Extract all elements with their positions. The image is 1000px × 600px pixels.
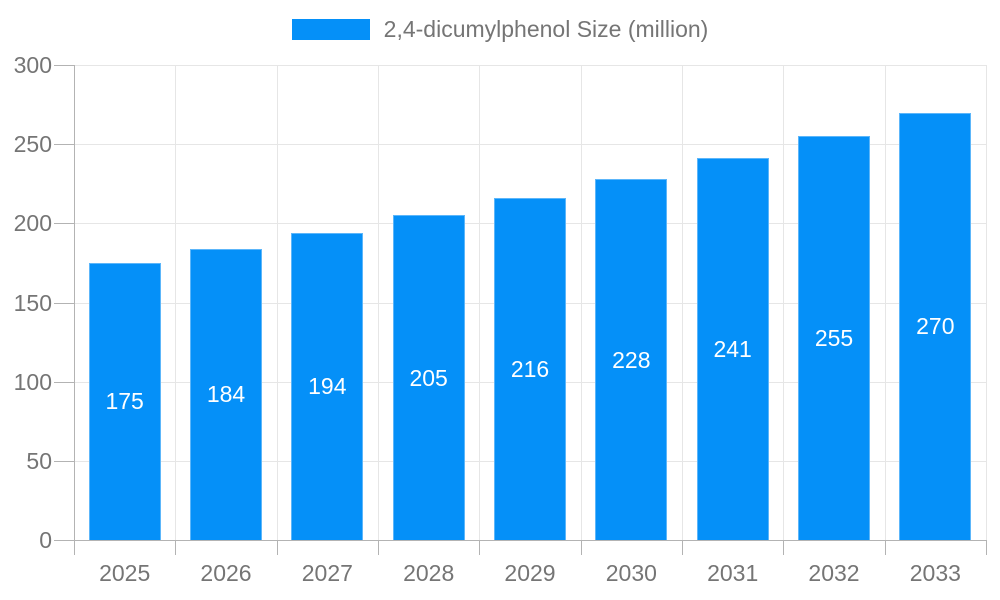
y-tick-label: 250: [13, 131, 52, 158]
bar[interactable]: 184: [190, 248, 262, 540]
x-tick-label: 2025: [99, 560, 151, 586]
gridline-vertical: [378, 65, 379, 540]
x-axis-tick: [580, 540, 582, 555]
y-tick-label: 200: [13, 210, 52, 237]
bar[interactable]: 270: [899, 112, 972, 540]
y-tick-label: 150: [13, 289, 52, 316]
y-axis-tick: [54, 223, 74, 225]
y-axis-tick: [54, 381, 74, 383]
gridline-vertical: [682, 65, 683, 540]
y-axis-tick: [54, 144, 74, 146]
bar-value-label: 194: [308, 373, 347, 400]
bar[interactable]: 194: [291, 232, 364, 540]
legend-label: 2,4-dicumylphenol Size (million): [383, 16, 709, 42]
bar-value-label: 216: [510, 356, 550, 382]
y-tick-label: 0: [39, 527, 52, 553]
bar[interactable]: 216: [494, 198, 566, 540]
bar[interactable]: 228: [595, 179, 668, 540]
gridline-vertical: [276, 65, 278, 540]
y-axis-tick: [54, 460, 74, 462]
y-axis-tick: [54, 302, 74, 304]
x-axis-tick: [986, 540, 987, 555]
gridline-vertical: [986, 65, 987, 540]
bar-value-label: 184: [206, 381, 246, 408]
bar-value-label: 175: [105, 388, 144, 415]
y-tick-label: 50: [26, 447, 52, 474]
bar-value-label: 255: [814, 325, 854, 352]
x-axis-tick: [884, 540, 886, 555]
y-axis-line: [74, 65, 75, 555]
bar-value-label: 205: [409, 364, 448, 391]
x-axis-tick: [479, 540, 481, 555]
x-axis-tick: [783, 540, 785, 555]
bar[interactable]: 255: [798, 136, 870, 540]
gridline-vertical: [580, 65, 582, 540]
bar-value-label: 241: [713, 336, 752, 363]
x-tick-label: 2026: [200, 560, 252, 586]
x-axis-line: [54, 540, 986, 541]
x-axis-tick: [276, 540, 278, 555]
bar[interactable]: 241: [696, 158, 769, 540]
bar-value-label: 270: [916, 313, 955, 340]
gridline-vertical: [783, 65, 785, 540]
x-tick-label: 2029: [504, 560, 556, 586]
y-tick-label: 300: [13, 52, 52, 78]
gridline-horizontal: [74, 144, 986, 146]
gridline-vertical: [479, 65, 481, 540]
x-tick-label: 2027: [301, 560, 353, 586]
gridline-vertical: [175, 65, 177, 540]
gridline-vertical: [884, 65, 886, 540]
legend-swatch-icon: [291, 19, 370, 40]
x-tick-label: 2031: [707, 560, 759, 586]
y-axis-tick: [54, 65, 74, 66]
x-axis-tick: [682, 540, 683, 555]
x-tick-label: 2028: [403, 560, 455, 586]
legend-item[interactable]: 2,4-dicumylphenol Size (million): [0, 16, 1000, 43]
bar[interactable]: 205: [392, 215, 465, 540]
x-axis-tick: [175, 540, 177, 555]
x-axis-tick: [378, 540, 379, 555]
gridline-horizontal: [74, 65, 986, 66]
y-tick-label: 100: [13, 368, 52, 395]
bar-value-label: 228: [612, 346, 651, 373]
x-tick-label: 2032: [808, 560, 860, 586]
x-tick-label: 2030: [605, 560, 657, 586]
x-tick-label: 2033: [909, 560, 961, 586]
bar[interactable]: 175: [88, 262, 161, 540]
